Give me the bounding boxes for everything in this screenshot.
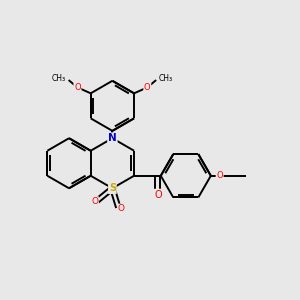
Text: O: O: [74, 83, 81, 92]
Text: CH₃: CH₃: [159, 74, 173, 83]
Text: N: N: [108, 133, 117, 143]
Text: CH₃: CH₃: [52, 74, 66, 83]
Text: O: O: [144, 83, 151, 92]
Text: O: O: [154, 190, 162, 200]
Text: S: S: [109, 183, 116, 193]
Text: O: O: [118, 204, 125, 213]
Text: O: O: [91, 197, 98, 206]
Text: O: O: [216, 171, 223, 180]
